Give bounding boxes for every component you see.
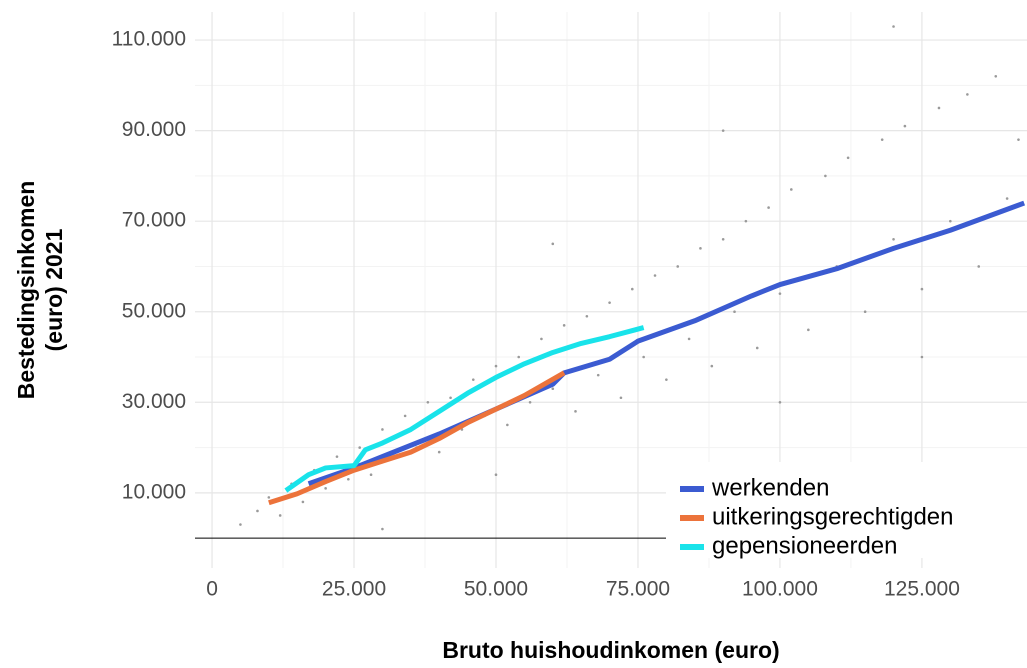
scatter-point <box>381 428 384 431</box>
scatter-point <box>676 265 680 268</box>
scatter-point <box>665 378 668 381</box>
scatter-point <box>994 74 998 78</box>
scatter-point <box>920 355 924 359</box>
scatter-point <box>733 310 736 314</box>
scatter-point <box>256 509 259 513</box>
scatter-point <box>1005 197 1009 200</box>
scatter-point <box>324 487 327 490</box>
scatter-point <box>903 124 907 128</box>
y-axis-title: Bestedingsinkomen <box>13 181 39 400</box>
scatter-point <box>528 400 532 404</box>
scatter-point <box>358 446 361 449</box>
scatter-point <box>880 138 884 141</box>
y-tick-label: 30.000 <box>122 390 186 413</box>
scatter-point <box>630 287 634 291</box>
legend-label: werkenden <box>711 474 829 501</box>
scatter-point <box>562 324 566 327</box>
scatter-point <box>506 423 509 427</box>
scatter-point <box>585 314 589 318</box>
scatter-point <box>807 328 810 332</box>
scatter-point <box>687 337 691 341</box>
scatter-point <box>863 310 867 314</box>
scatter-point <box>937 106 941 110</box>
scatter-point <box>619 396 623 400</box>
y-axis-title: (euro) 2021 <box>41 228 67 351</box>
scatter-point <box>977 265 981 268</box>
scatter-point <box>920 287 924 291</box>
y-tick-label: 90.000 <box>122 118 186 141</box>
scatter-point <box>574 410 577 413</box>
scatter-point <box>369 473 373 477</box>
scatter-point <box>347 477 350 481</box>
scatter-point <box>892 237 895 241</box>
scatter-point <box>494 364 498 368</box>
scatter-point <box>494 473 498 477</box>
x-axis-title: Bruto huishoudinkomen (euro) <box>442 637 779 663</box>
x-tick-label: 100.000 <box>742 578 818 601</box>
scatter-point <box>267 496 271 499</box>
scatter-point <box>642 355 645 359</box>
x-tick-label: 75.000 <box>606 578 670 601</box>
x-tick-label: 125.000 <box>884 578 960 601</box>
scatter-point <box>551 242 555 246</box>
scatter-point <box>778 400 782 404</box>
scatter-point <box>721 129 725 132</box>
x-tick-label: 0 <box>206 578 218 601</box>
scatter-point <box>608 301 611 304</box>
scatter-point <box>437 450 441 454</box>
scatter-point <box>335 455 339 458</box>
y-tick-label: 10.000 <box>122 480 186 503</box>
x-tick-label: 50.000 <box>464 578 528 601</box>
y-tick-label: 50.000 <box>122 299 186 322</box>
y-tick-label: 110.000 <box>112 28 186 51</box>
scatter-point <box>426 400 430 404</box>
scatter-point <box>449 396 452 400</box>
scatter-point <box>517 355 521 359</box>
scatter-point <box>755 346 759 350</box>
scatter-point <box>949 219 952 223</box>
scatter-point <box>744 219 748 223</box>
scatter-point <box>966 93 969 96</box>
series-line <box>284 325 645 493</box>
scatter-point <box>790 188 793 191</box>
scatter-point <box>721 237 725 241</box>
scatter-point <box>540 337 543 341</box>
legend-background <box>666 462 1027 558</box>
scatter-point <box>596 373 600 377</box>
legend-label: gepensioneerden <box>712 532 898 559</box>
scatter-point <box>381 527 384 531</box>
scatter-point <box>653 274 657 277</box>
scatter-point <box>278 514 282 517</box>
scatter-point <box>892 25 895 28</box>
y-tick-label: 70.000 <box>122 209 186 232</box>
scatter-point <box>710 364 714 368</box>
series-line <box>307 200 1026 487</box>
scatter-point <box>846 156 850 160</box>
scatter-point <box>403 414 407 418</box>
scatter-point <box>699 247 702 250</box>
scatter-point <box>1017 138 1020 141</box>
scatter-point <box>471 378 475 381</box>
scatter-point <box>301 500 305 504</box>
series-line <box>268 370 566 506</box>
legend-label: uitkeringsgerechtigden <box>712 503 954 530</box>
scatter-point <box>767 206 770 209</box>
scatter-point <box>239 523 242 526</box>
scatter-point <box>551 387 555 391</box>
scatter-point <box>824 174 827 178</box>
x-tick-label: 25.000 <box>322 578 386 601</box>
scatter-point <box>778 292 782 295</box>
